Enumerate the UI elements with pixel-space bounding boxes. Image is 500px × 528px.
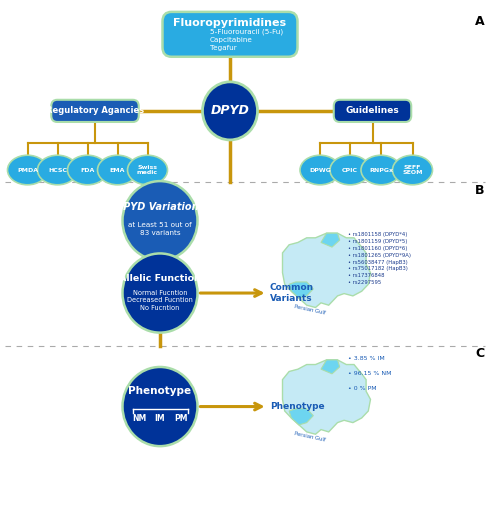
Text: PMDA: PMDA <box>17 167 38 173</box>
Text: Normal Fucntion
Decreased Fucntion
No Fucntion: Normal Fucntion Decreased Fucntion No Fu… <box>127 290 193 311</box>
Text: 5-Fluorouracil (5-Fu)
Capcitabine
Tegafur: 5-Fluorouracil (5-Fu) Capcitabine Tegafu… <box>210 29 283 51</box>
Ellipse shape <box>330 155 370 185</box>
FancyBboxPatch shape <box>52 100 139 122</box>
Circle shape <box>122 181 198 260</box>
Text: Common
Variants: Common Variants <box>270 283 314 303</box>
Text: Swiss
medic: Swiss medic <box>137 165 158 175</box>
Ellipse shape <box>361 155 401 185</box>
Text: Regulatory Agancies: Regulatory Agancies <box>46 106 144 116</box>
Text: Persian Gulf: Persian Gulf <box>294 304 326 316</box>
Text: CPIC: CPIC <box>342 167 358 173</box>
Ellipse shape <box>300 155 340 185</box>
Text: C: C <box>476 347 484 360</box>
Text: Guidelines: Guidelines <box>346 106 400 116</box>
Text: DPWG: DPWG <box>309 167 331 173</box>
Text: RNPGx: RNPGx <box>369 167 393 173</box>
Text: • 3.85 % IM: • 3.85 % IM <box>348 356 384 361</box>
Polygon shape <box>289 282 314 298</box>
Polygon shape <box>282 360 370 434</box>
Ellipse shape <box>68 155 108 185</box>
Text: HCSC: HCSC <box>48 167 67 173</box>
Circle shape <box>122 367 198 446</box>
Text: DPYD: DPYD <box>210 105 250 117</box>
Text: EMA: EMA <box>110 167 125 173</box>
Text: • rs1801158 (DPYD*4)
• rs1801159 (DPYD*5)
• rs1801160 (DPYD*6)
• rs1801265 (DPYD: • rs1801158 (DPYD*4) • rs1801159 (DPYD*5… <box>348 232 410 285</box>
Text: • 96.15 % NM: • 96.15 % NM <box>348 371 391 376</box>
Text: • 0 % PM: • 0 % PM <box>348 386 376 391</box>
Polygon shape <box>282 233 370 307</box>
Polygon shape <box>321 233 340 247</box>
Polygon shape <box>321 360 340 374</box>
Text: Allelic Function: Allelic Function <box>119 274 201 283</box>
Text: Persian Gulf: Persian Gulf <box>294 431 326 442</box>
Text: Phenotype: Phenotype <box>128 386 192 395</box>
Text: SEFF
SEOM: SEFF SEOM <box>402 165 423 175</box>
Text: Fluoropyrimidines: Fluoropyrimidines <box>174 18 286 27</box>
Ellipse shape <box>128 155 168 185</box>
FancyBboxPatch shape <box>162 12 298 56</box>
Text: NM: NM <box>132 413 146 423</box>
Text: IM: IM <box>154 413 166 423</box>
Text: at Least 51 out of
83 variants: at Least 51 out of 83 variants <box>128 222 192 236</box>
Text: A: A <box>475 15 485 27</box>
Ellipse shape <box>98 155 138 185</box>
Text: PM: PM <box>174 413 188 423</box>
Text: FDA: FDA <box>80 167 94 173</box>
Text: B: B <box>475 184 485 196</box>
Circle shape <box>202 82 258 140</box>
Circle shape <box>122 253 198 333</box>
Text: DPYD Variations: DPYD Variations <box>116 202 204 212</box>
FancyBboxPatch shape <box>334 100 411 122</box>
Ellipse shape <box>38 155 78 185</box>
Ellipse shape <box>392 155 432 185</box>
Ellipse shape <box>8 155 48 185</box>
Polygon shape <box>289 409 314 425</box>
Text: Phenotype: Phenotype <box>270 402 324 411</box>
